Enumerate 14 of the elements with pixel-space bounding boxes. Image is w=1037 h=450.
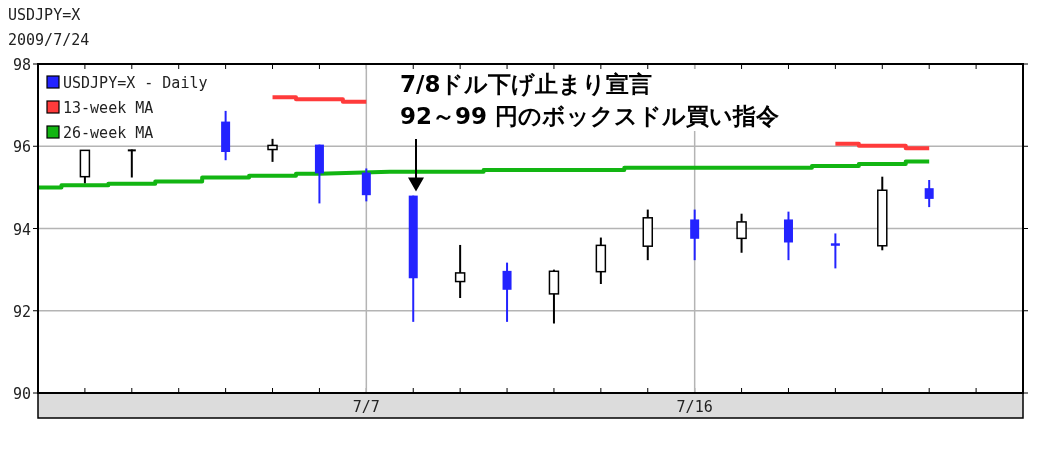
y-tick-label: 92 [12,302,32,321]
annotation: 7/8ドル下げ止まり宣言 [400,71,653,97]
annotation: 92～99 円のボックスドル買い指令 [400,103,780,129]
y-tick-label: 98 [12,56,32,74]
x-tick-label: 7/16 [676,398,713,416]
chart-title: USDJPY=X [8,6,81,24]
chart-subtitle: 2009/7/24 [8,31,90,49]
x-tick-label: 7/7 [352,398,380,416]
legend-label: USDJPY=X - Daily [63,74,208,92]
y-tick-label: 90 [12,385,32,403]
legend-label: 26-week MA [63,124,154,142]
legend-label: 13-week MA [63,99,154,117]
y-tick-label: 96 [12,138,32,157]
y-tick-label: 94 [12,220,32,239]
